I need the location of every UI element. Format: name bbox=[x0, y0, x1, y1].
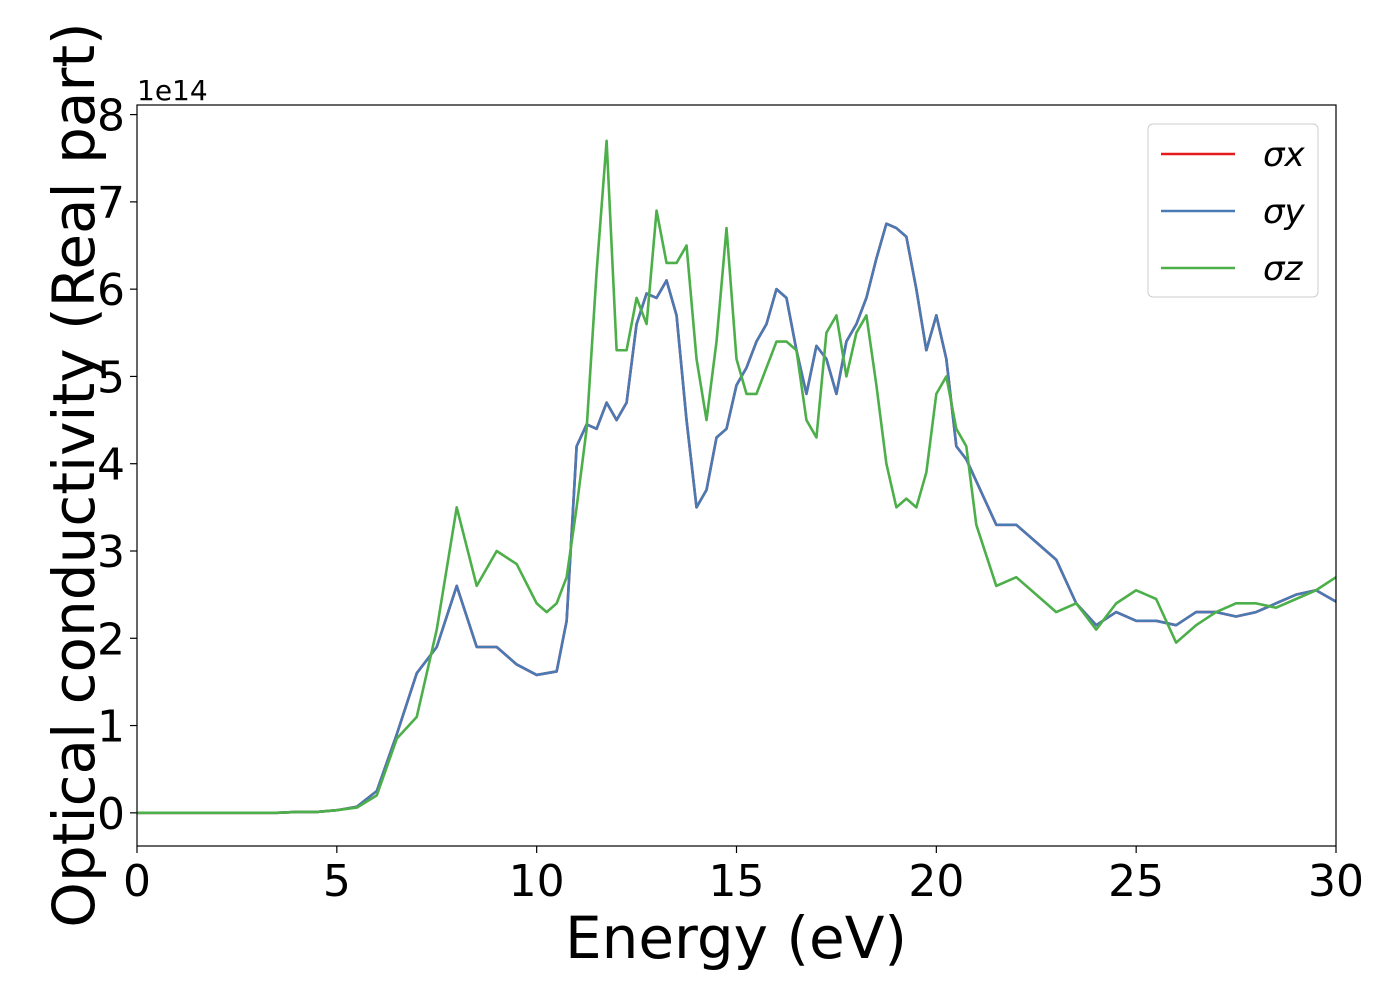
series-line bbox=[137, 139, 1336, 815]
y-offset-label: 1e14 bbox=[137, 74, 208, 107]
legend-label: σx bbox=[1263, 135, 1306, 175]
axes-frame bbox=[136, 104, 1337, 847]
y-tick-label: 3 bbox=[97, 527, 125, 578]
y-axis-label: Optical conductivity (Real part) bbox=[40, 22, 108, 927]
x-tick-label: 5 bbox=[323, 856, 351, 907]
x-tick-label: 15 bbox=[709, 856, 765, 907]
y-tick-label: 1 bbox=[97, 702, 125, 753]
x-tick-label: 10 bbox=[509, 856, 565, 907]
legend-label: σy bbox=[1263, 192, 1306, 232]
y-tick-label: 5 bbox=[97, 352, 125, 403]
x-tick-label: 20 bbox=[908, 856, 964, 907]
y-tick-label: 7 bbox=[97, 178, 125, 229]
y-tick-label: 4 bbox=[97, 440, 125, 491]
series-line bbox=[137, 222, 1336, 815]
x-tick-label: 30 bbox=[1308, 856, 1364, 907]
y-tick-label: 6 bbox=[97, 265, 125, 316]
y-tick-label: 0 bbox=[97, 789, 125, 840]
legend-label: σz bbox=[1263, 249, 1304, 289]
x-axis-label: Energy (eV) bbox=[565, 904, 907, 972]
x-tick-label: 0 bbox=[123, 856, 151, 907]
y-tick-label: 8 bbox=[97, 91, 125, 142]
y-tick-label: 2 bbox=[97, 614, 125, 665]
x-tick-label: 25 bbox=[1108, 856, 1164, 907]
